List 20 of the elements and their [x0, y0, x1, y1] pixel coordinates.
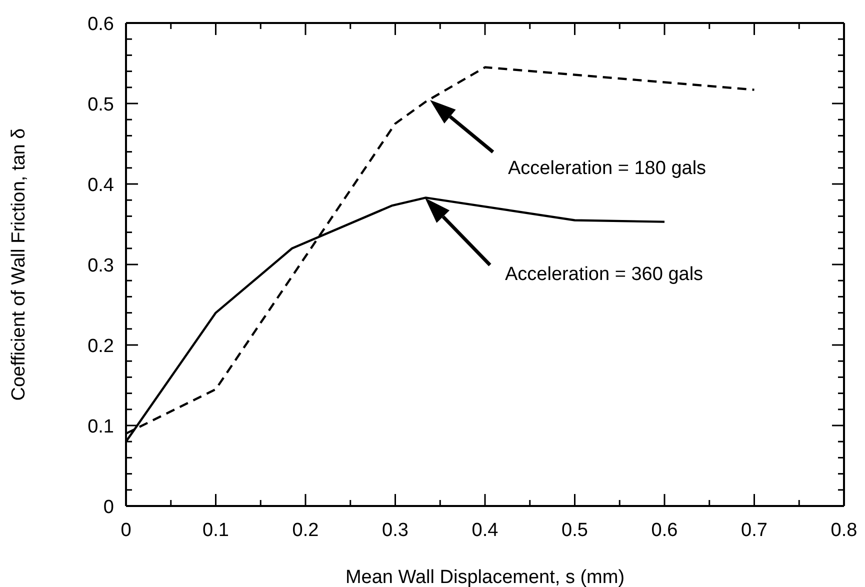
x-tick-label: 0	[120, 520, 132, 541]
annotation: Acceleration = 180 gals	[508, 158, 706, 179]
x-tick-label: 0.1	[202, 520, 229, 541]
y-axis-title: Coefficient of Wall Friction, tan δ	[8, 128, 30, 401]
x-tick-label: 0.3	[382, 520, 408, 541]
x-tick-label: 0.2	[292, 520, 319, 541]
annotation: Acceleration = 360 gals	[505, 264, 704, 285]
x-axis-title: Mean Wall Displacement, s (mm)	[345, 567, 625, 587]
x-tick-label: 0.5	[562, 520, 588, 541]
y-tick-label: 0	[103, 497, 114, 518]
y-tick-label: 0.1	[88, 416, 114, 438]
y-tick-label: 0.6	[88, 14, 114, 35]
x-tick-label: 0.4	[472, 520, 499, 541]
x-tick-label: 0.6	[651, 520, 678, 541]
x-tick-label: 0.7	[741, 520, 768, 541]
x-tick-label: 0.8	[830, 520, 858, 541]
y-tick-label: 0.4	[88, 175, 114, 196]
y-tick-label: 0.2	[88, 336, 114, 357]
y-tick-label: 0.5	[88, 94, 114, 116]
y-tick-label: 0.3	[88, 256, 114, 276]
